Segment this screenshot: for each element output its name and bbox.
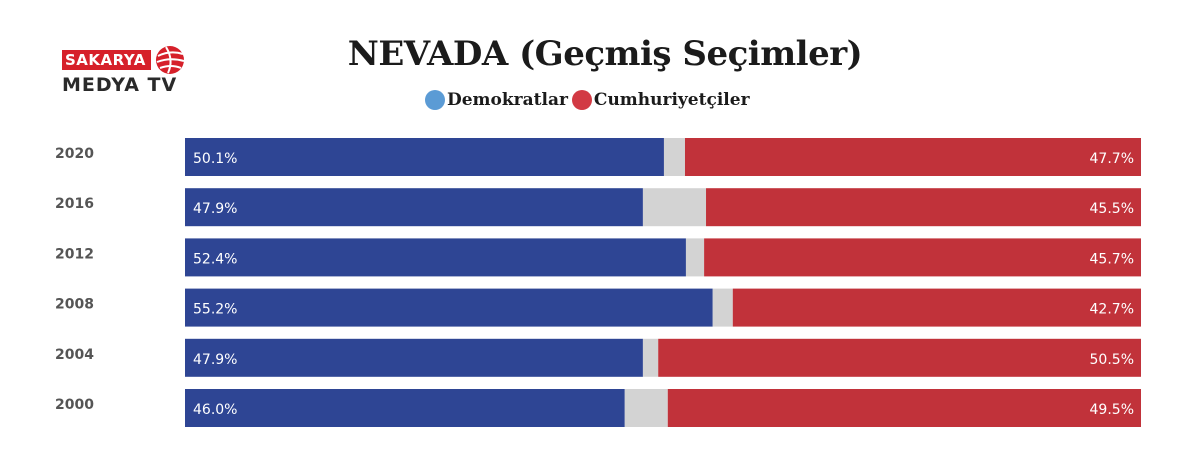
chart-title: NEVADA (Geçmiş Seçimler) <box>347 34 863 74</box>
bar-other-2008 <box>712 288 733 327</box>
year-label-2004: 2004 <box>55 347 94 363</box>
chart-legend: Demokratlar Cumhuriyetçiler <box>425 88 754 112</box>
value-label-republicans-2008: 42.7% <box>1090 302 1134 318</box>
bar-other-2000 <box>624 389 668 427</box>
year-label-2016: 2016 <box>55 196 94 212</box>
bar-other-2012 <box>685 238 705 277</box>
brand-logo-bottom: MEDYA TV <box>62 74 178 96</box>
bar-republicans-2008 <box>732 288 1141 327</box>
legend-dot-democrats <box>425 90 445 110</box>
year-label-2020: 2020 <box>55 146 94 162</box>
value-label-republicans-2016: 45.5% <box>1090 201 1134 217</box>
year-label-2000: 2000 <box>55 397 94 413</box>
bar-republicans-2020 <box>684 138 1141 176</box>
legend-dot-republicans <box>571 90 592 110</box>
bar-other-2004 <box>642 338 659 377</box>
year-label-2008: 2008 <box>55 297 94 313</box>
value-label-democrats-2012: 52.4% <box>193 251 237 267</box>
legend-label-democrats: Demokratlar <box>447 90 568 110</box>
bar-democrats-2004 <box>185 338 643 377</box>
value-label-republicans-2000: 49.5% <box>1090 402 1134 418</box>
globe-icon <box>156 46 185 74</box>
value-label-republicans-2012: 45.7% <box>1090 251 1134 267</box>
legend-item-republicans: Cumhuriyetçiler <box>571 90 750 110</box>
brand-logo-top: SAKARYA <box>62 50 151 70</box>
value-label-democrats-2016: 47.9% <box>193 201 237 217</box>
bar-republicans-2000 <box>667 389 1141 427</box>
year-label-2012: 2012 <box>55 246 94 262</box>
bar-other-2016 <box>642 188 707 227</box>
bar-democrats-2016 <box>185 188 643 227</box>
value-label-republicans-2004: 50.5% <box>1090 352 1134 368</box>
bar-democrats-2012 <box>185 238 686 277</box>
bar-republicans-2004 <box>658 338 1141 377</box>
value-label-democrats-2020: 50.1% <box>193 151 237 167</box>
value-label-democrats-2000: 46.0% <box>193 402 237 418</box>
bar-republicans-2016 <box>706 188 1141 227</box>
bar-republicans-2012 <box>704 238 1141 277</box>
bar-democrats-2008 <box>185 288 713 327</box>
bar-other-2020 <box>663 138 685 176</box>
legend-label-republicans: Cumhuriyetçiler <box>593 90 750 110</box>
brand-logo: SAKARYA MEDYA TV <box>62 42 192 104</box>
value-label-republicans-2020: 47.7% <box>1090 151 1134 167</box>
value-label-democrats-2008: 55.2% <box>193 302 237 318</box>
bar-democrats-2020 <box>185 138 664 176</box>
legend-item-democrats: Demokratlar <box>425 90 568 110</box>
value-label-democrats-2004: 47.9% <box>193 352 237 368</box>
bar-democrats-2000 <box>185 389 625 427</box>
